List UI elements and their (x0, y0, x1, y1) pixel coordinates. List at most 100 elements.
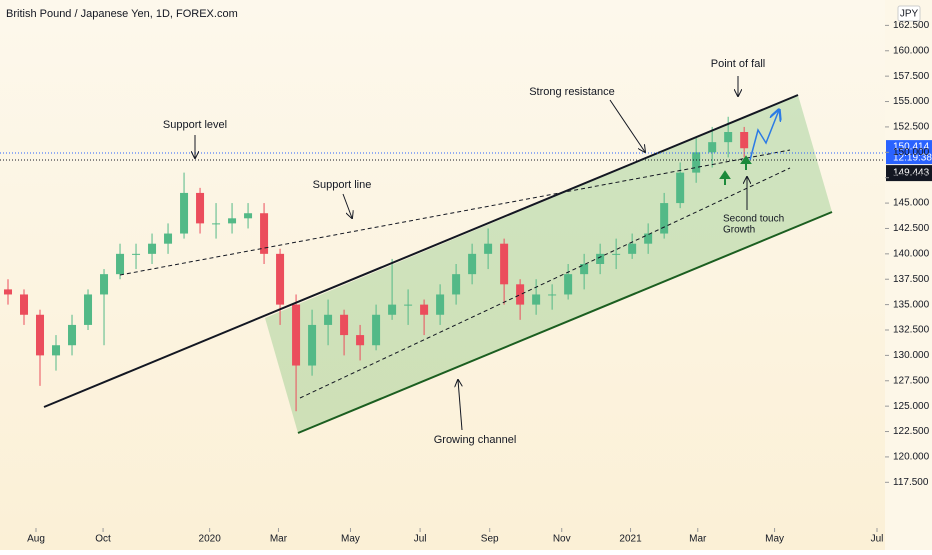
annotation: Strong resistance (529, 86, 615, 98)
candle-body (564, 274, 573, 295)
candle-body (676, 172, 685, 204)
candle-body (212, 223, 221, 225)
candle-body (52, 345, 61, 356)
candle-body (20, 294, 29, 315)
candle-body (468, 253, 477, 275)
y-tick-label: 127.500 (893, 375, 930, 386)
x-tick-label: Mar (270, 534, 288, 545)
candle-body (660, 203, 669, 234)
candle-body (612, 253, 621, 255)
x-tick-label: Oct (95, 534, 111, 545)
candle-body (548, 294, 557, 296)
x-tick-label: Sep (481, 534, 499, 545)
candle-body (724, 132, 733, 143)
annotation: Second touch (723, 214, 784, 225)
candle-body (228, 218, 237, 224)
support-line (119, 149, 791, 276)
candle-body (292, 304, 301, 366)
chart-title: British Pound / Japanese Yen, 1D, FOREX.… (6, 8, 238, 20)
channel-mid (299, 167, 791, 399)
y-tick-label: 150.000 (893, 147, 930, 158)
candle-body (308, 324, 317, 366)
y-tick-label: 142.500 (893, 223, 930, 234)
candle-body (740, 132, 749, 149)
candle-body (132, 253, 141, 255)
prev-price-box (886, 165, 932, 182)
candle-body (628, 243, 637, 254)
candle-body (340, 314, 349, 336)
annotation: Growth (723, 225, 755, 236)
candle-body (260, 213, 269, 254)
candle-body (164, 233, 173, 244)
last-price: 150.414 (893, 142, 930, 153)
channel (265, 95, 832, 433)
x-tick-label: May (765, 534, 784, 545)
x-tick-label: 2020 (199, 534, 222, 545)
candle-body (708, 142, 717, 153)
annotation: Support line (313, 179, 372, 191)
candle-body (436, 294, 445, 315)
y-tick-label: 160.000 (893, 45, 930, 56)
candle-body (100, 274, 109, 295)
y-tick-label: 157.500 (893, 71, 930, 82)
candle-body (388, 304, 397, 315)
y-tick-label: 122.500 (893, 426, 930, 437)
y-tick-label: 145.000 (893, 198, 930, 209)
candle-body (148, 243, 157, 254)
candle-body (84, 294, 93, 325)
candle-body (244, 213, 253, 219)
x-tick-label: Jul (871, 534, 884, 545)
y-tick-label: 147.500 (893, 172, 930, 183)
y-tick-label: 120.000 (893, 452, 930, 463)
x-tick-label: Mar (689, 534, 707, 545)
y-tick-label: 155.000 (893, 96, 930, 107)
candle-body (452, 274, 461, 295)
y-tick-label: 135.000 (893, 299, 930, 310)
prev-price: 149.443 (893, 168, 930, 179)
candle-body (420, 304, 429, 315)
candle-body (68, 324, 77, 346)
candle-body (116, 253, 125, 275)
green-arrow (719, 170, 731, 185)
y-tick-label: 125.000 (893, 401, 930, 412)
candle-body (4, 289, 13, 295)
annotation: Support level (163, 119, 227, 131)
y-tick-label: 132.500 (893, 325, 930, 336)
countdown: 12:19:38 (893, 153, 932, 164)
x-tick-label: May (341, 534, 360, 545)
candle-body (644, 233, 653, 244)
y-tick-label: 152.500 (893, 122, 930, 133)
last-price-box (886, 140, 932, 165)
candle-body (196, 192, 205, 224)
green-arrow (740, 155, 752, 170)
projection (749, 110, 779, 161)
y-tick-label: 140.000 (893, 248, 930, 259)
resistance-line (43, 94, 799, 408)
price-axis (885, 0, 932, 550)
y-tick-label: 162.500 (893, 20, 930, 31)
currency-box (897, 5, 921, 22)
arrows (195, 76, 747, 431)
candle-body (484, 243, 493, 254)
annotation: Point of fall (711, 58, 765, 70)
candle-body (356, 335, 365, 346)
annotation: Growing channel (434, 434, 517, 446)
x-tick-label: Nov (553, 534, 571, 545)
candle-body (276, 253, 285, 305)
channel-bottom (297, 211, 833, 434)
candle-body (692, 152, 701, 173)
candle-body (500, 243, 509, 285)
candle-body (532, 294, 541, 305)
candle-body (324, 314, 333, 325)
x-tick-label: Aug (27, 534, 45, 545)
y-tick-label: 117.500 (893, 477, 929, 488)
candle-body (372, 314, 381, 346)
x-tick-label: Jul (414, 534, 427, 545)
candle-body (596, 253, 605, 264)
currency: JPY (900, 9, 919, 20)
y-tick-label: 137.500 (893, 274, 930, 285)
candle-body (516, 284, 525, 305)
